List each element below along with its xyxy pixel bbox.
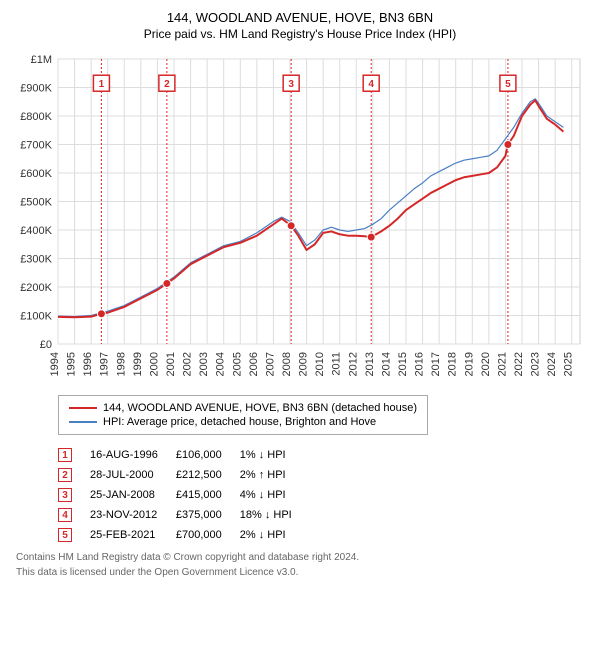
footer-line-2: This data is licensed under the Open Gov… — [16, 566, 592, 579]
tx-price: £375,000 — [176, 505, 240, 525]
tx-date: 25-FEB-2021 — [90, 525, 176, 545]
svg-text:2009: 2009 — [298, 352, 310, 376]
svg-text:£200K: £200K — [20, 282, 52, 294]
svg-text:2006: 2006 — [248, 352, 260, 376]
svg-text:3: 3 — [288, 79, 294, 90]
svg-text:2002: 2002 — [182, 352, 194, 376]
legend: 144, WOODLAND AVENUE, HOVE, BN3 6BN (det… — [58, 395, 428, 435]
table-row: 1 16-AUG-1996£106,0001% ↓ HPI — [58, 445, 310, 465]
svg-text:4: 4 — [368, 79, 374, 90]
tx-delta: 4% ↓ HPI — [240, 485, 310, 505]
svg-text:£100K: £100K — [20, 311, 52, 323]
svg-text:1998: 1998 — [115, 352, 127, 376]
svg-text:2014: 2014 — [380, 352, 392, 376]
svg-text:£400K: £400K — [20, 225, 52, 237]
legend-label: HPI: Average price, detached house, Brig… — [103, 416, 376, 428]
tx-price: £415,000 — [176, 485, 240, 505]
legend-item: 144, WOODLAND AVENUE, HOVE, BN3 6BN (det… — [69, 402, 417, 414]
tx-marker: 5 — [58, 528, 72, 542]
chart-area: £0 £100K £200K £300K £400K £500K £600K £700K £80… — [8, 49, 592, 389]
line-chart: £0 £100K £200K £300K £400K £500K £600K £700K £80… — [8, 49, 592, 389]
svg-text:2025: 2025 — [563, 352, 575, 376]
tx-date: 16-AUG-1996 — [90, 445, 176, 465]
svg-text:2008: 2008 — [281, 352, 293, 376]
tx-price: £700,000 — [176, 525, 240, 545]
svg-text:2001: 2001 — [165, 352, 177, 376]
chart-subtitle: Price paid vs. HM Land Registry's House … — [8, 27, 592, 41]
table-row: 2 28-JUL-2000£212,5002% ↑ HPI — [58, 465, 310, 485]
chart-title: 144, WOODLAND AVENUE, HOVE, BN3 6BN — [8, 10, 592, 25]
tx-date: 23-NOV-2012 — [90, 505, 176, 525]
legend-label: 144, WOODLAND AVENUE, HOVE, BN3 6BN (det… — [103, 402, 417, 414]
svg-text:£800K: £800K — [20, 111, 52, 123]
svg-text:1996: 1996 — [82, 352, 94, 376]
svg-text:£700K: £700K — [20, 140, 52, 152]
svg-text:2019: 2019 — [463, 352, 475, 376]
svg-text:£600K: £600K — [20, 168, 52, 180]
tx-price: £212,500 — [176, 465, 240, 485]
transactions-table: 1 16-AUG-1996£106,0001% ↓ HPI 2 28-JUL-2000… — [58, 445, 310, 545]
svg-text:2: 2 — [164, 79, 170, 90]
svg-text:2000: 2000 — [148, 352, 160, 376]
svg-text:2004: 2004 — [215, 352, 227, 376]
table-row: 5 25-FEB-2021£700,0002% ↓ HPI — [58, 525, 310, 545]
svg-text:1994: 1994 — [49, 352, 61, 376]
svg-text:2021: 2021 — [496, 352, 508, 376]
tx-delta: 1% ↓ HPI — [240, 445, 310, 465]
svg-text:£300K: £300K — [20, 254, 52, 266]
tx-delta: 2% ↑ HPI — [240, 465, 310, 485]
footer-line-1: Contains HM Land Registry data © Crown c… — [16, 551, 592, 564]
tx-delta: 18% ↓ HPI — [240, 505, 310, 525]
svg-text:2022: 2022 — [513, 352, 525, 376]
svg-text:1999: 1999 — [132, 352, 144, 376]
tx-marker: 2 — [58, 468, 72, 482]
legend-swatch — [69, 421, 97, 423]
tx-marker: 4 — [58, 508, 72, 522]
svg-text:£1M: £1M — [31, 54, 52, 66]
svg-text:£0: £0 — [40, 339, 52, 351]
tx-date: 28-JUL-2000 — [90, 465, 176, 485]
svg-text:2003: 2003 — [198, 352, 210, 376]
svg-text:2017: 2017 — [430, 352, 442, 376]
svg-text:2013: 2013 — [364, 352, 376, 376]
svg-text:2015: 2015 — [397, 352, 409, 376]
legend-swatch — [69, 407, 97, 409]
svg-text:£500K: £500K — [20, 197, 52, 209]
svg-text:1997: 1997 — [99, 352, 111, 376]
svg-text:2018: 2018 — [447, 352, 459, 376]
svg-text:2012: 2012 — [347, 352, 359, 376]
svg-text:1995: 1995 — [66, 352, 78, 376]
svg-text:2020: 2020 — [480, 352, 492, 376]
svg-text:£900K: £900K — [20, 83, 52, 95]
svg-text:2010: 2010 — [314, 352, 326, 376]
tx-delta: 2% ↓ HPI — [240, 525, 310, 545]
svg-text:2005: 2005 — [231, 352, 243, 376]
svg-text:5: 5 — [505, 79, 511, 90]
table-row: 3 25-JAN-2008£415,0004% ↓ HPI — [58, 485, 310, 505]
table-row: 4 23-NOV-2012£375,00018% ↓ HPI — [58, 505, 310, 525]
tx-price: £106,000 — [176, 445, 240, 465]
tx-marker: 1 — [58, 448, 72, 462]
svg-text:2023: 2023 — [530, 352, 542, 376]
svg-text:2007: 2007 — [264, 352, 276, 376]
svg-text:2011: 2011 — [331, 352, 343, 376]
tx-date: 25-JAN-2008 — [90, 485, 176, 505]
tx-marker: 3 — [58, 488, 72, 502]
svg-text:2016: 2016 — [414, 352, 426, 376]
legend-item: HPI: Average price, detached house, Brig… — [69, 416, 417, 428]
svg-text:1: 1 — [99, 79, 105, 90]
svg-text:2024: 2024 — [546, 352, 558, 376]
